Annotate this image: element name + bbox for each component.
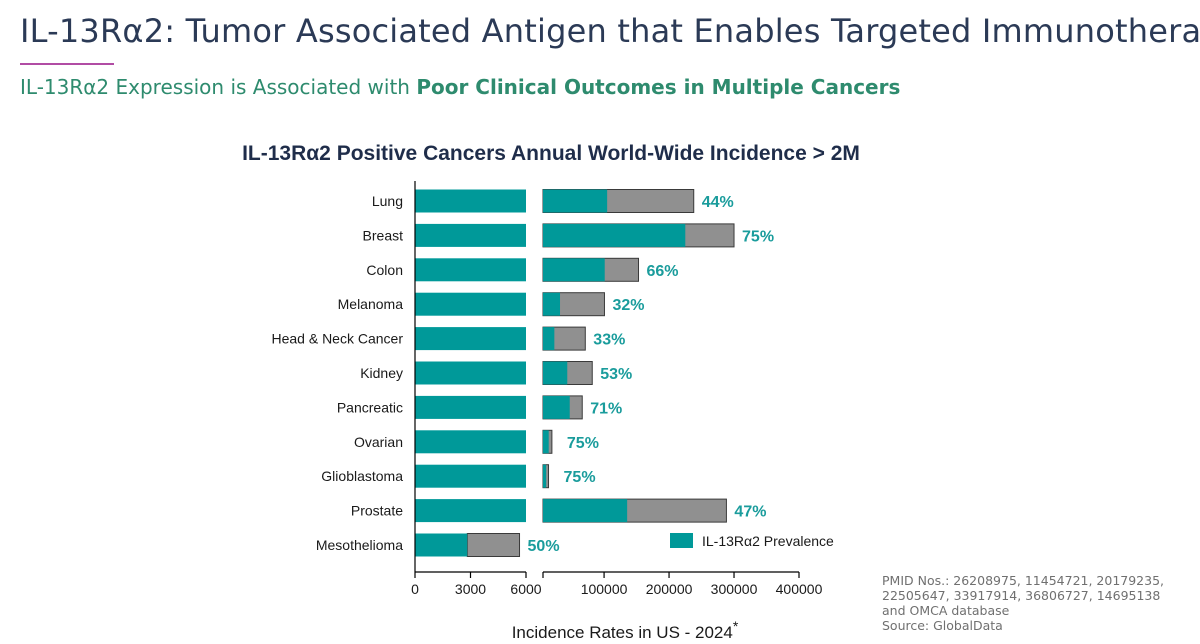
legend-swatch (670, 533, 693, 548)
x-tick-label: 200000 (646, 581, 693, 597)
percent-label: 66% (647, 263, 679, 280)
source-note: PMID Nos.: 26208975, 11454721, 20179235,… (882, 573, 1164, 633)
percent-label: 53% (600, 366, 632, 383)
x-axis-label-marker: * (733, 618, 739, 634)
bar-prevalence-left (415, 223, 526, 247)
percent-label: 75% (564, 469, 596, 486)
x-tick-label: 300000 (711, 581, 758, 597)
bar-prevalence-left (415, 395, 526, 419)
x-tick-label: 6000 (510, 581, 541, 597)
subtitle-prefix: IL-13Rα2 Expression is Associated with (20, 75, 417, 99)
category-label: Glioblastoma (321, 468, 403, 484)
bar-prevalence-right (543, 499, 628, 523)
x-tick-label: 400000 (776, 581, 823, 597)
source-line-4: Source: GlobalData (882, 618, 1003, 633)
percent-label: 71% (590, 400, 622, 417)
source-line-2: 22505647, 33917914, 36806727, 14695138 (882, 588, 1161, 603)
category-label: Head & Neck Cancer (271, 331, 403, 347)
bar-prevalence-right (543, 258, 605, 282)
bar-prevalence-right (543, 361, 568, 385)
bar-prevalence-right (543, 223, 686, 247)
bar-prevalence-right (543, 189, 608, 213)
category-label: Ovarian (354, 434, 403, 450)
bar-remainder-left (466, 533, 521, 557)
bar-prevalence-right (543, 430, 549, 454)
x-tick-label: 100000 (581, 581, 628, 597)
title-underline (20, 63, 114, 65)
x-tick-label: 3000 (455, 581, 486, 597)
bar-prevalence-left (415, 292, 526, 316)
percent-label: 32% (612, 297, 644, 314)
percent-label: 50% (528, 538, 560, 555)
category-label: Kidney (360, 365, 403, 381)
source-line-1: PMID Nos.: 26208975, 11454721, 20179235, (882, 573, 1165, 588)
percent-label: 75% (567, 435, 599, 452)
bar-prevalence-left (415, 499, 526, 523)
x-tick-label: 0 (411, 581, 419, 597)
bar-prevalence-right (543, 464, 547, 488)
category-label: Lung (372, 193, 403, 209)
x-axis-label: Incidence Rates in US - 2024* (512, 618, 739, 642)
bar-prevalence-right (543, 395, 570, 419)
chart-title: IL-13Rα2 Positive Cancers Annual World-W… (242, 142, 860, 165)
category-label: Breast (363, 227, 404, 243)
percent-label: 33% (593, 332, 625, 349)
bar-prevalence-left (415, 189, 526, 213)
legend-label: IL-13Rα2 Prevalence (702, 533, 834, 549)
bar-prevalence-left (415, 464, 526, 488)
bar-prevalence-left (415, 533, 468, 557)
subtitle-emphasis: Poor Clinical Outcomes in Multiple Cance… (416, 75, 901, 99)
category-label: Melanoma (338, 296, 404, 312)
category-label: Prostate (351, 503, 403, 519)
category-label: Mesothelioma (316, 537, 403, 553)
percent-label: 75% (742, 228, 774, 245)
bar-prevalence-left (415, 430, 526, 454)
bar-prevalence-left (415, 327, 526, 351)
source-line-3: and OMCA database (882, 603, 1010, 618)
category-label: Colon (366, 262, 403, 278)
percent-label: 44% (702, 194, 734, 211)
x-axis-label-text: Incidence Rates in US - 2024 (512, 623, 733, 642)
category-label: Pancreatic (337, 399, 403, 415)
page-subtitle: IL-13Rα2 Expression is Associated with P… (20, 75, 900, 99)
bar-prevalence-left (415, 361, 526, 385)
bar-prevalence-right (543, 327, 555, 351)
percent-label: 47% (734, 504, 766, 521)
page-title: IL-13Rα2: Tumor Associated Antigen that … (20, 12, 1200, 50)
bar-prevalence-left (415, 258, 526, 282)
bar-prevalence-right (543, 292, 561, 316)
